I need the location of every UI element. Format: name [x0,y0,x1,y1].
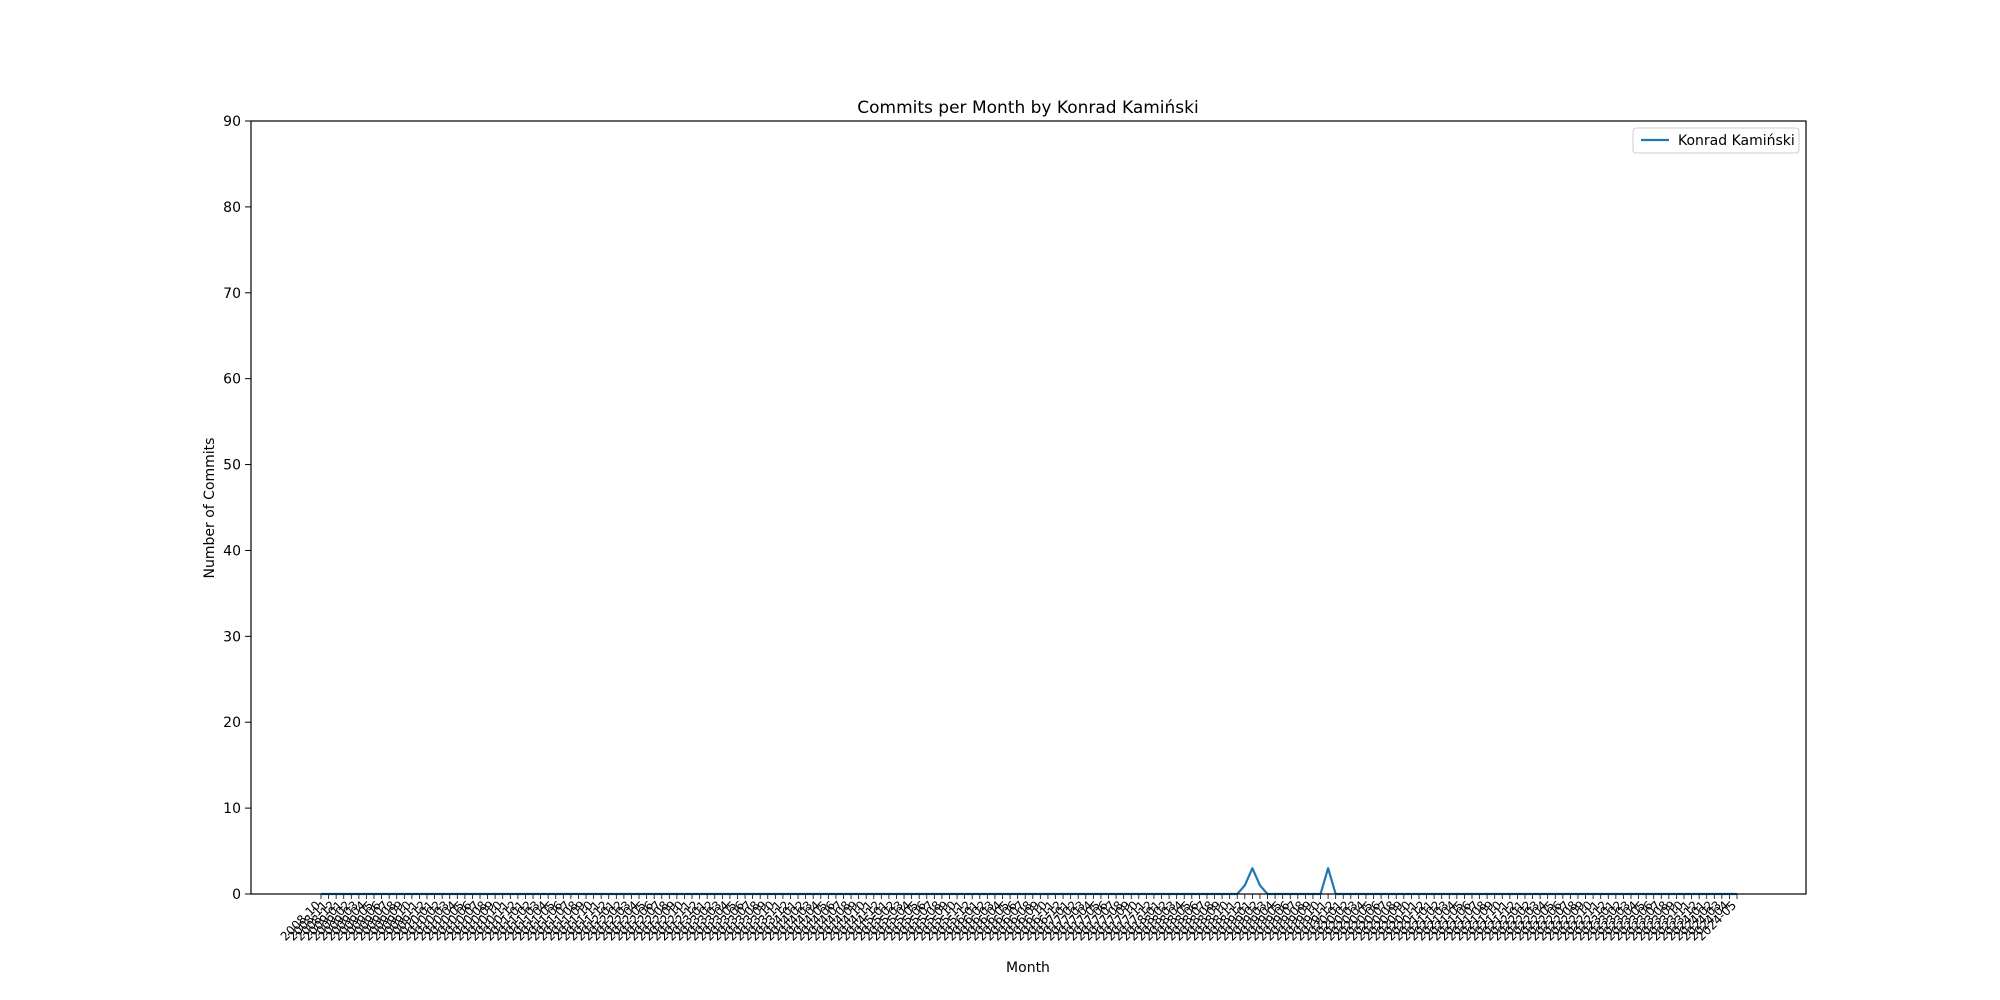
x-axis-label: Month [1006,960,1050,976]
y-tick-label: 10 [223,801,241,817]
y-tick-label: 40 [223,543,241,559]
plot-frame [250,120,1807,895]
y-tick-label: 20 [223,715,241,731]
y-tick-label: 0 [232,887,241,903]
y-tick-label: 60 [223,372,241,388]
y-tick-label: 30 [223,629,241,645]
y-tick-label: 50 [223,458,241,474]
y-tick-label: 80 [223,200,241,216]
y-tick-label: 70 [223,286,241,302]
legend-box [1632,127,1800,154]
y-axis-label: Number of Commits [202,438,218,579]
y-axis-ticks: 0 10 20 30 40 50 60 70 80 90 [223,114,251,903]
x-axis-ticks: 2008-102008-112008-122009-012009-022009-… [278,894,1739,944]
legend-label: Konrad Kamiński [1678,133,1795,149]
legend: Konrad Kamiński [1632,127,1800,154]
chart-title: Commits per Month by Konrad Kamiński [857,98,1198,118]
y-tick-label: 90 [223,114,241,130]
